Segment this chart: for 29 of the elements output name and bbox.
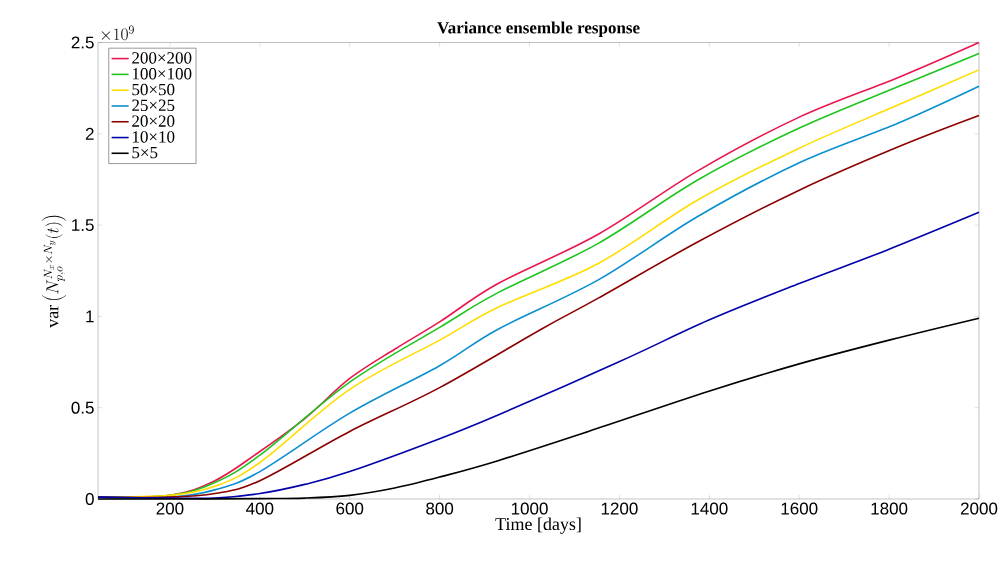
x-tick-label: 400 xyxy=(246,502,274,515)
x-tick-label: 600 xyxy=(336,502,364,515)
line-series xyxy=(97,317,980,500)
legend-label: 5×5 xyxy=(132,146,158,159)
x-tick-label: 2000 xyxy=(960,502,998,515)
x-tick-label: 1600 xyxy=(781,502,818,515)
y-tick-label: 1 xyxy=(86,310,94,323)
chart-title: Variance ensemble response xyxy=(437,21,640,37)
x-tick-label: 800 xyxy=(426,502,454,515)
x-tick-label: 1400 xyxy=(691,502,728,515)
y-axis-title: $\mathrm{var}\left(N_{p,o}^{N_x\times N_y}(t)\right)$ xyxy=(41,215,66,328)
y-tick-label: 2 xyxy=(85,127,94,140)
x-tick-label: 200 xyxy=(156,502,184,515)
y-tick-label: 0 xyxy=(85,492,94,506)
x-tick-label: 1200 xyxy=(601,502,638,515)
x-axis-title: Time [days] xyxy=(495,517,581,534)
legend-label: 100×100 xyxy=(132,67,192,80)
x-tick-label: 1000 xyxy=(511,502,548,515)
legend-label: 25×25 xyxy=(132,99,175,112)
y-tick-label: 1.5 xyxy=(72,219,94,232)
legend-label: 200×200 xyxy=(132,52,192,64)
x-tick-label: 1800 xyxy=(871,502,908,515)
text: $\times10^{9}$ xyxy=(101,25,134,41)
y-tick-label: 0.5 xyxy=(71,401,94,414)
y-tick-label: 2.5 xyxy=(71,36,94,49)
legend-label: 20×20 xyxy=(132,115,175,127)
legend-label: 10×10 xyxy=(132,131,175,143)
legend-label: 50×50 xyxy=(132,83,175,96)
line-series xyxy=(97,211,980,500)
